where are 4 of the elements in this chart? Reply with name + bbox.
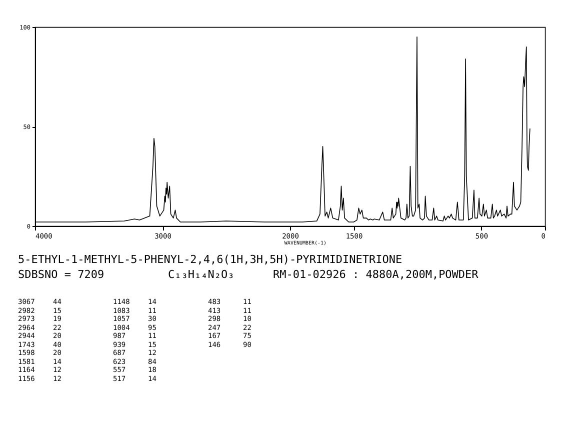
text: RM-01-02926 : 4880A,200M,POWDER: [273, 267, 478, 282]
text: 5-ETHYL-1-METHYL-5-PHENYL-2,4,6(1H,3H,5H)-PYRIMIDINETRIONE: [18, 252, 402, 267]
text: C₁₃H₁₄N₂O₃: [168, 267, 234, 282]
text: SDBSNO = 7209: [18, 267, 104, 282]
